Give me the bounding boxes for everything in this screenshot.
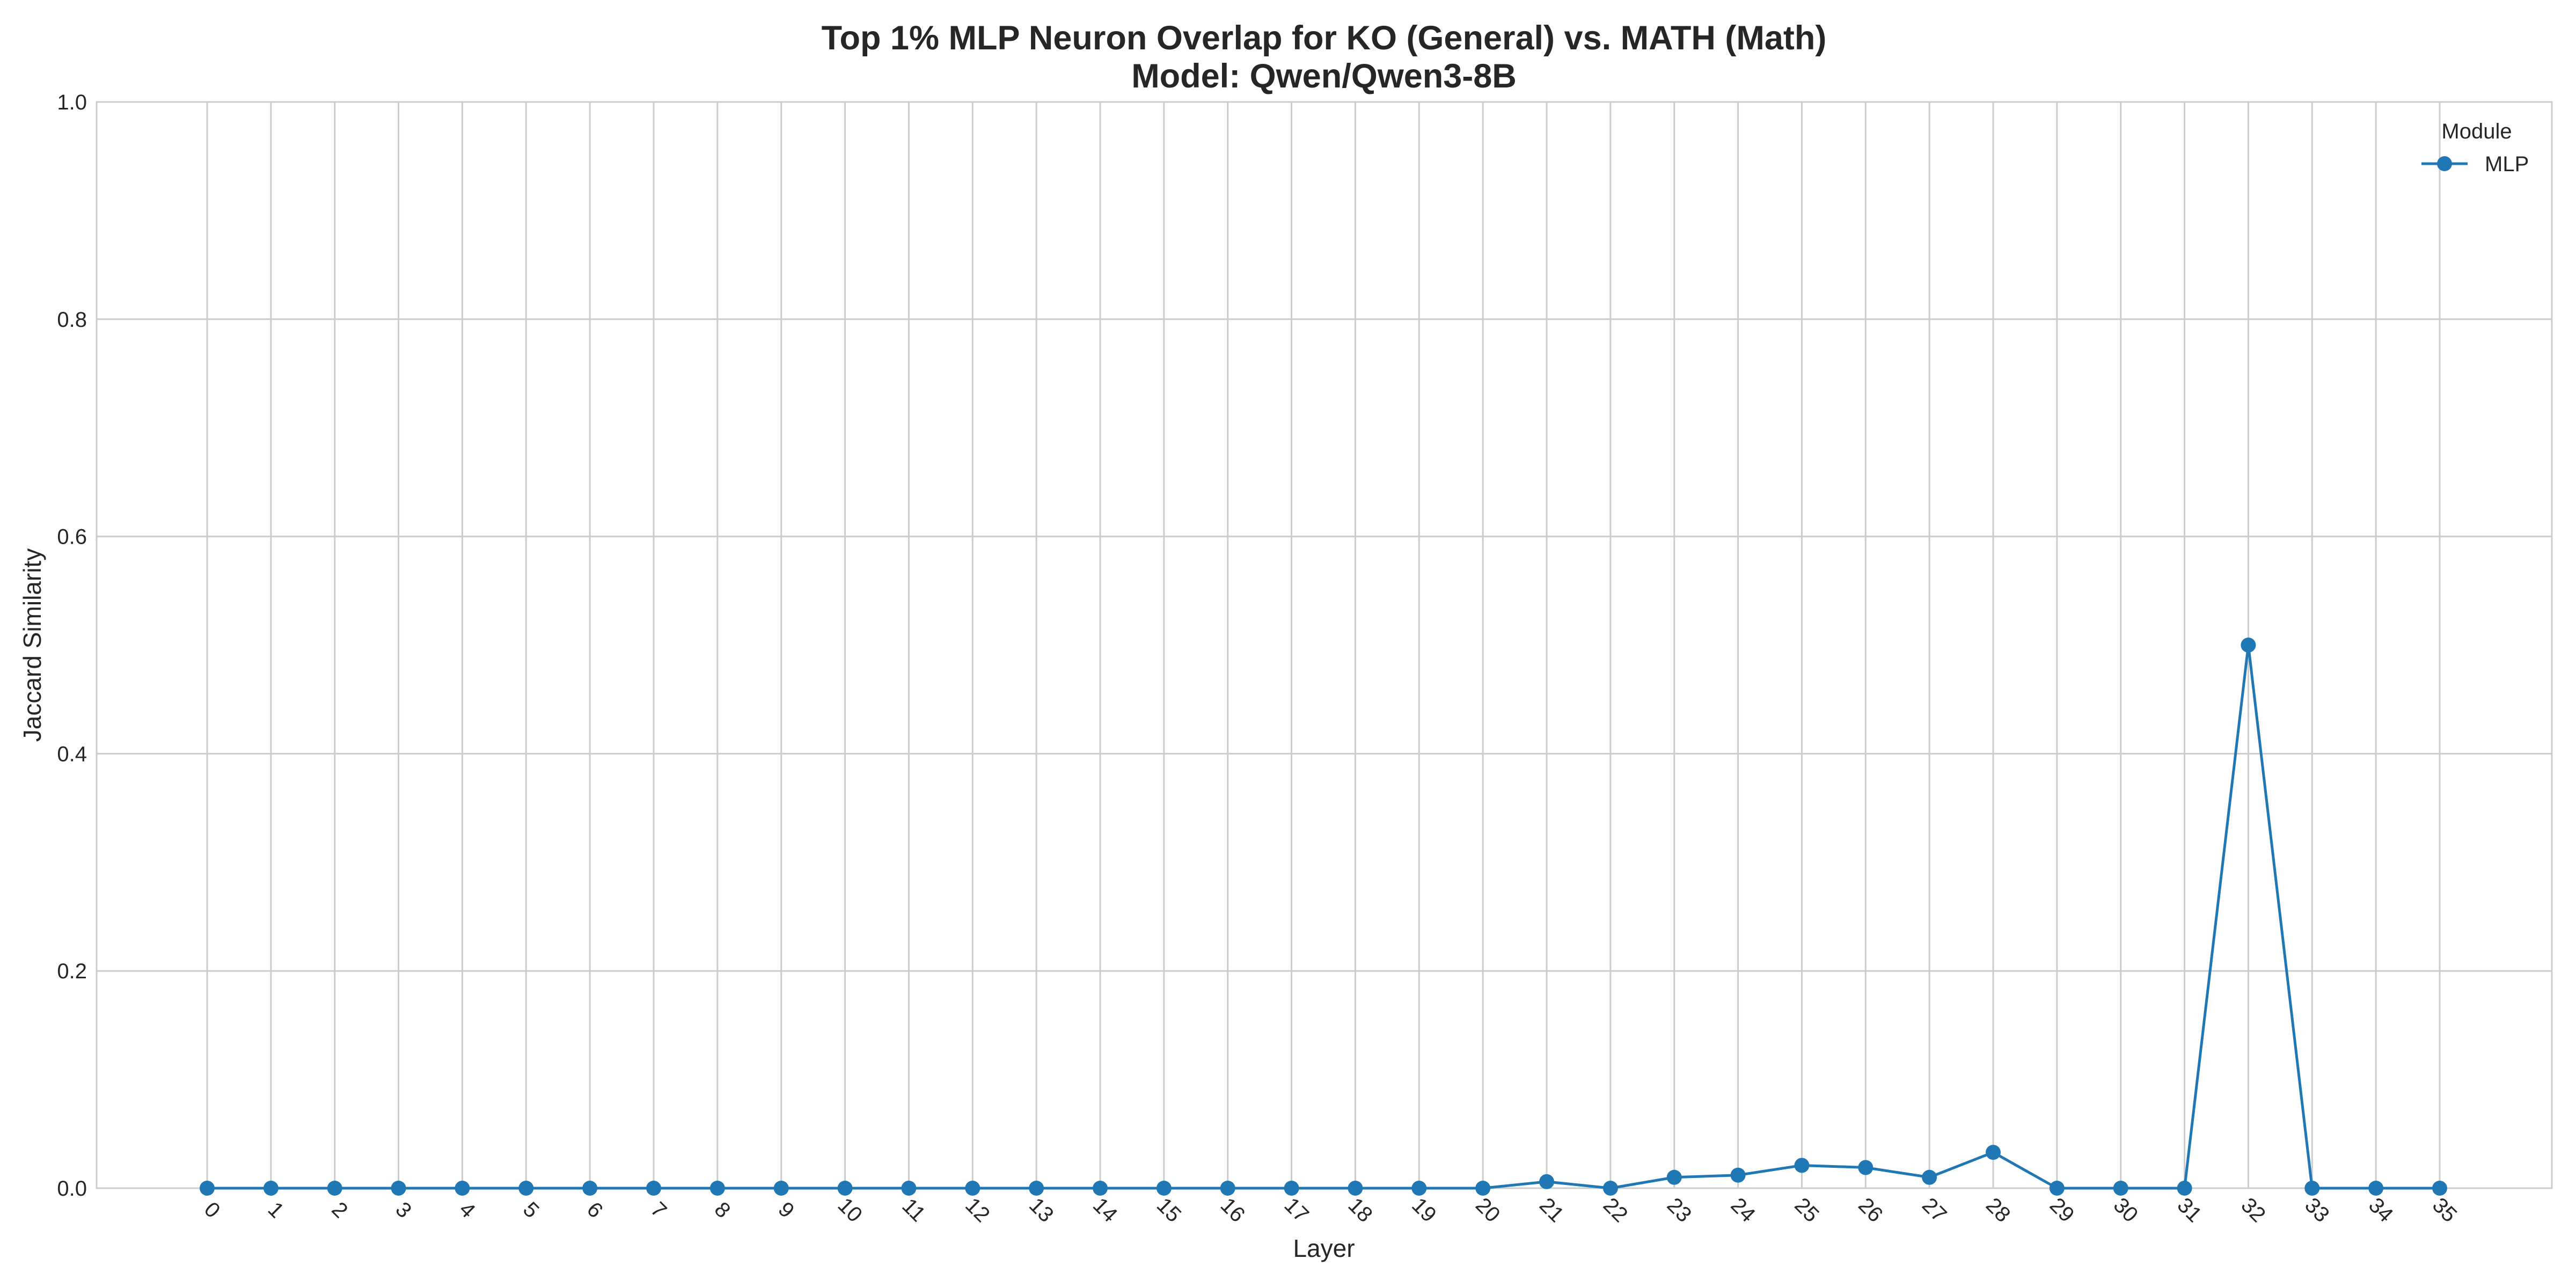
data-point — [1794, 1158, 1810, 1173]
series-layer — [200, 638, 2447, 1196]
data-point — [901, 1181, 917, 1196]
series-line-mlp — [207, 643, 2440, 1190]
data-point — [709, 1181, 725, 1196]
data-point — [2432, 1181, 2447, 1196]
data-point — [1666, 1169, 1682, 1185]
data-point — [1220, 1181, 1235, 1196]
chart-title-line1: Top 1% MLP Neuron Overlap for KO (Genera… — [822, 19, 1827, 57]
data-point — [2113, 1181, 2128, 1196]
y-tick-label: 0.6 — [57, 525, 87, 549]
data-point — [1858, 1160, 1874, 1175]
data-point — [773, 1181, 789, 1196]
data-point — [2049, 1181, 2065, 1196]
data-point — [646, 1181, 661, 1196]
data-point — [1029, 1181, 1044, 1196]
y-tick-label: 1.0 — [57, 91, 87, 114]
y-axis-label: Jaccard Similarity — [18, 548, 46, 742]
data-point — [1475, 1181, 1491, 1196]
data-point — [2177, 1181, 2192, 1196]
legend: Module MLP — [2421, 120, 2529, 176]
data-point — [200, 1181, 215, 1196]
legend-label-mlp: MLP — [2485, 152, 2529, 176]
data-point — [1284, 1181, 1299, 1196]
chart-title-line2: Model: Qwen/Qwen3-8B — [1131, 57, 1517, 95]
data-point — [582, 1181, 598, 1196]
data-point — [1411, 1181, 1427, 1196]
legend-marker — [2437, 156, 2452, 171]
data-point — [1602, 1181, 1618, 1196]
data-point — [1730, 1167, 1746, 1183]
data-point — [455, 1181, 470, 1196]
data-point — [518, 1181, 534, 1196]
grid — [97, 101, 2552, 1189]
data-point — [391, 1181, 406, 1196]
data-point — [1348, 1181, 1363, 1196]
data-point — [2241, 638, 2256, 653]
data-point — [965, 1181, 980, 1196]
y-tick-label: 0.4 — [57, 742, 87, 766]
data-point — [2368, 1181, 2384, 1196]
data-point — [263, 1181, 279, 1196]
y-tick-labels: 0.0 0.2 0.4 0.6 0.8 1.0 — [57, 91, 87, 1201]
data-point — [1922, 1169, 1937, 1185]
x-axis-label: Layer — [1293, 1234, 1355, 1262]
legend-title: Module — [2441, 120, 2512, 143]
data-point — [837, 1181, 853, 1196]
y-tick-label: 0.2 — [57, 960, 87, 983]
data-point — [1156, 1181, 1172, 1196]
data-point — [1093, 1181, 1108, 1196]
data-point — [1539, 1174, 1554, 1189]
y-tick-label: 0.0 — [57, 1177, 87, 1201]
data-point — [1986, 1145, 2001, 1160]
data-point — [2304, 1181, 2320, 1196]
y-tick-label: 0.8 — [57, 308, 87, 332]
data-point — [327, 1181, 342, 1196]
